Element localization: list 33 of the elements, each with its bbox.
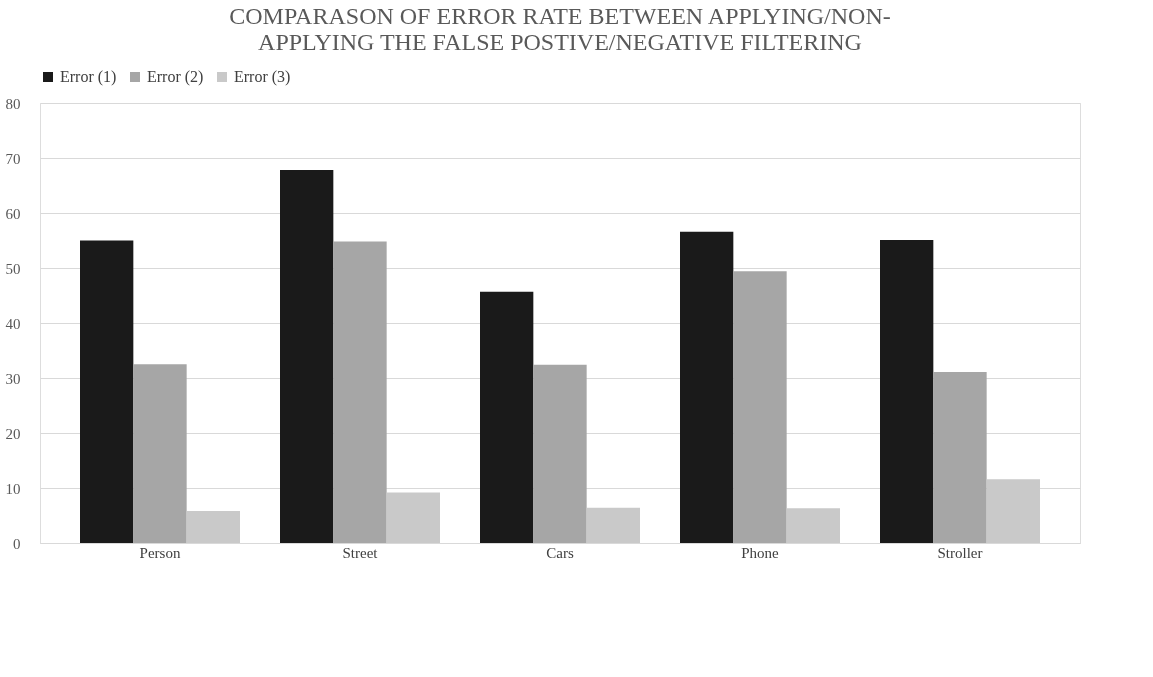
x-tick-label: Stroller [937, 544, 983, 561]
bar [880, 239, 934, 543]
x-tick-label: Cars [546, 544, 574, 561]
x-tick-label: Phone [741, 544, 780, 561]
bar [933, 371, 987, 543]
y-tick-label: 0 [13, 535, 21, 552]
y-tick-label: 30 [5, 370, 21, 387]
bar [280, 170, 334, 543]
x-tick-label: Person [139, 544, 181, 561]
chart-title: COMPARASON OF ERROR RATE BETWEEN APPLYING/NON-APPLYING THE FALSE POSTIVE/NEGATIVE FILTERING [229, 3, 891, 55]
bar [480, 291, 534, 543]
x-tick-label: Street [342, 544, 379, 561]
bar [80, 240, 134, 543]
bar [333, 241, 387, 543]
y-tick-label: 60 [5, 205, 21, 222]
bar [786, 508, 840, 543]
bar [133, 364, 187, 543]
bar [680, 231, 734, 543]
legend-label: Error (1) [60, 68, 117, 86]
bar [533, 364, 587, 543]
y-tick-label: 20 [5, 425, 21, 442]
bar [733, 271, 787, 543]
bar [586, 507, 640, 543]
bar [386, 492, 440, 543]
legend-label: Error (3) [234, 68, 291, 86]
bar [186, 511, 240, 543]
legend-label: Error (2) [147, 68, 204, 86]
bar [986, 479, 1040, 543]
y-tick-label: 50 [5, 260, 21, 277]
y-tick-label: 10 [5, 480, 21, 497]
y-tick-label: 40 [5, 315, 21, 332]
y-tick-label: 70 [5, 150, 21, 167]
y-tick-label: 80 [5, 95, 21, 112]
